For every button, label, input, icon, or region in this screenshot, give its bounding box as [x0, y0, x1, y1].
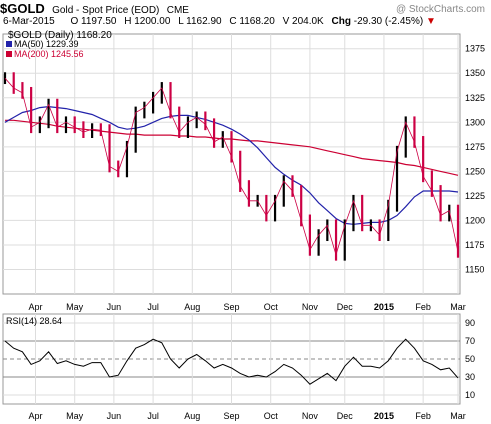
price-x-tick-label: Oct: [264, 302, 279, 312]
high-value: 1200.00: [134, 16, 171, 27]
header-title-row: $GOLD Gold - Spot Price (EOD) CME: [0, 1, 189, 16]
header-quote-row: 6-Mar-2015 O 1197.50 H 1200.00 L 1162.90…: [3, 16, 436, 27]
rsi-y-tick-label: 70: [465, 336, 475, 346]
price-y-tick-label: 1350: [465, 68, 485, 78]
price-y-tick-label: 1375: [465, 44, 485, 54]
price-x-tick-label: Jun: [107, 302, 122, 312]
rsi-y-tick-label: 50: [465, 354, 475, 364]
watermark: @ StockCharts.com: [395, 4, 485, 15]
price-x-tick-label: Dec: [337, 302, 354, 312]
low-value: 1162.90: [186, 16, 222, 27]
rsi-x-tick-label: Dec: [337, 411, 354, 421]
instrument-name: Gold - Spot Price (EOD): [52, 5, 160, 16]
low-label: L: [178, 16, 184, 27]
rsi-x-tick-label: Sep: [223, 411, 239, 421]
rsi-y-tick-label: 30: [465, 372, 475, 382]
rsi-x-tick-label: Mar: [450, 411, 466, 421]
close-value: 1168.20: [239, 16, 275, 27]
exchange: CME: [166, 5, 189, 16]
price-y-tick-label: 1300: [465, 117, 485, 127]
price-x-tick-label: Nov: [302, 302, 319, 312]
legend-ma200: MA(200) 1245.56: [14, 49, 84, 59]
price-y-tick-label: 1200: [465, 215, 485, 225]
legend-main: $GOLD (Daily) 1168.20: [8, 30, 112, 41]
price-y-tick-label: 1325: [465, 93, 485, 103]
rsi-x-tick-label: Nov: [302, 411, 319, 421]
rsi-x-tick-label: Feb: [415, 411, 431, 421]
close-label: C: [229, 16, 237, 27]
rsi-line: [4, 338, 459, 385]
rsi-x-tick-label: May: [66, 411, 84, 421]
legend-ma200-swatch: [6, 51, 12, 57]
price-close-line: [4, 77, 459, 257]
rsi-x-tick-label: Aug: [184, 411, 200, 421]
price-y-tick-label: 1175: [465, 240, 484, 250]
price-y-tick-label: 1225: [465, 191, 485, 201]
price-x-tick-label: May: [66, 302, 84, 312]
price-x-tick-label: Apr: [28, 302, 42, 312]
price-y-tick-label: 1275: [465, 142, 485, 152]
volume-value: 204.0K: [292, 16, 324, 27]
ma50-line: [4, 105, 459, 225]
price-x-tick-label: Mar: [450, 302, 466, 312]
open-label: O: [70, 16, 79, 27]
rsi-x-tick-label: 2015: [374, 411, 394, 421]
quote-date: 6-Mar-2015: [3, 16, 55, 27]
price-y-tick-label: 1150: [465, 264, 484, 274]
down-arrow-icon: ▼: [426, 16, 436, 27]
price-x-tick-label: Feb: [415, 302, 431, 312]
price-x-tick-label: 2015: [374, 302, 394, 312]
rsi-y-tick-label: 90: [465, 318, 475, 328]
change-value: -29.30 (-2.45%): [353, 16, 424, 27]
volume-label: V: [282, 16, 290, 27]
legend-ma50-swatch: [6, 41, 12, 47]
rsi-y-tick-label: 10: [465, 390, 475, 400]
rsi-x-tick-label: Jul: [147, 411, 159, 421]
rsi-legend: RSI(14) 28.64: [6, 316, 62, 326]
rsi-x-tick-label: Apr: [28, 411, 42, 421]
open-value: 1197.50: [81, 16, 117, 27]
price-x-tick-label: Aug: [184, 302, 200, 312]
legend-ma50: MA(50) 1229.39: [14, 39, 79, 49]
symbol: $GOLD: [0, 1, 45, 16]
rsi-x-tick-label: Oct: [264, 411, 279, 421]
rsi-x-tick-label: Jun: [107, 411, 122, 421]
high-label: H: [124, 16, 132, 27]
price-y-tick-label: 1250: [465, 166, 485, 176]
change-label: Chg: [331, 16, 351, 27]
price-x-tick-label: Jul: [147, 302, 159, 312]
price-x-tick-label: Sep: [223, 302, 239, 312]
